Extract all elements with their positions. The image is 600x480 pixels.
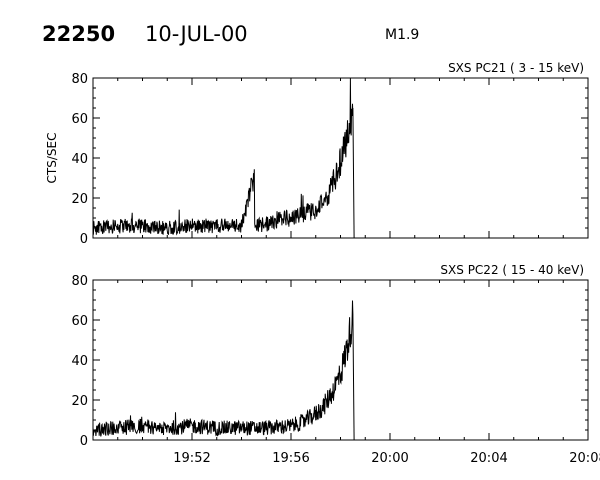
chart-panel-2: SXS PC22 ( 15 - 40 keV) 0 20 40 60 80 19:52 19:… [71, 263, 600, 466]
y-tick-label: 60 [71, 314, 88, 329]
y-tick-label: 20 [71, 394, 88, 409]
chart-title: SXS PC22 ( 15 - 40 keV) [440, 263, 584, 277]
series-line [92, 300, 355, 441]
y-axis-label: CTS/SEC [45, 133, 59, 184]
y-tick-label: 40 [71, 354, 88, 369]
y-tick-label: 0 [80, 232, 88, 247]
event-date: 10-JUL-00 [145, 22, 248, 46]
chart-panel-1: SXS PC21 ( 3 - 15 keV) 0 20 40 60 80 CTS/SEC [45, 61, 589, 247]
y-tick-label: 0 [80, 434, 88, 449]
x-tick-label: 20:00 [371, 451, 408, 466]
x-tick-label: 19:56 [272, 451, 309, 466]
x-tick-label: 20:04 [470, 451, 507, 466]
x-tick-label: 20:08 [569, 451, 600, 466]
event-id: 22250 [42, 22, 115, 46]
x-tick-label: 19:52 [173, 451, 210, 466]
y-tick-label: 60 [71, 112, 88, 127]
series-line [92, 77, 355, 239]
chart-title: SXS PC21 ( 3 - 15 keV) [448, 61, 584, 75]
y-tick-label: 80 [71, 274, 88, 289]
plot-frame [92, 279, 589, 441]
flare-class: M1.9 [385, 27, 419, 43]
y-tick-label: 40 [71, 152, 88, 167]
y-tick-label: 80 [71, 72, 88, 87]
y-tick-label: 20 [71, 192, 88, 207]
